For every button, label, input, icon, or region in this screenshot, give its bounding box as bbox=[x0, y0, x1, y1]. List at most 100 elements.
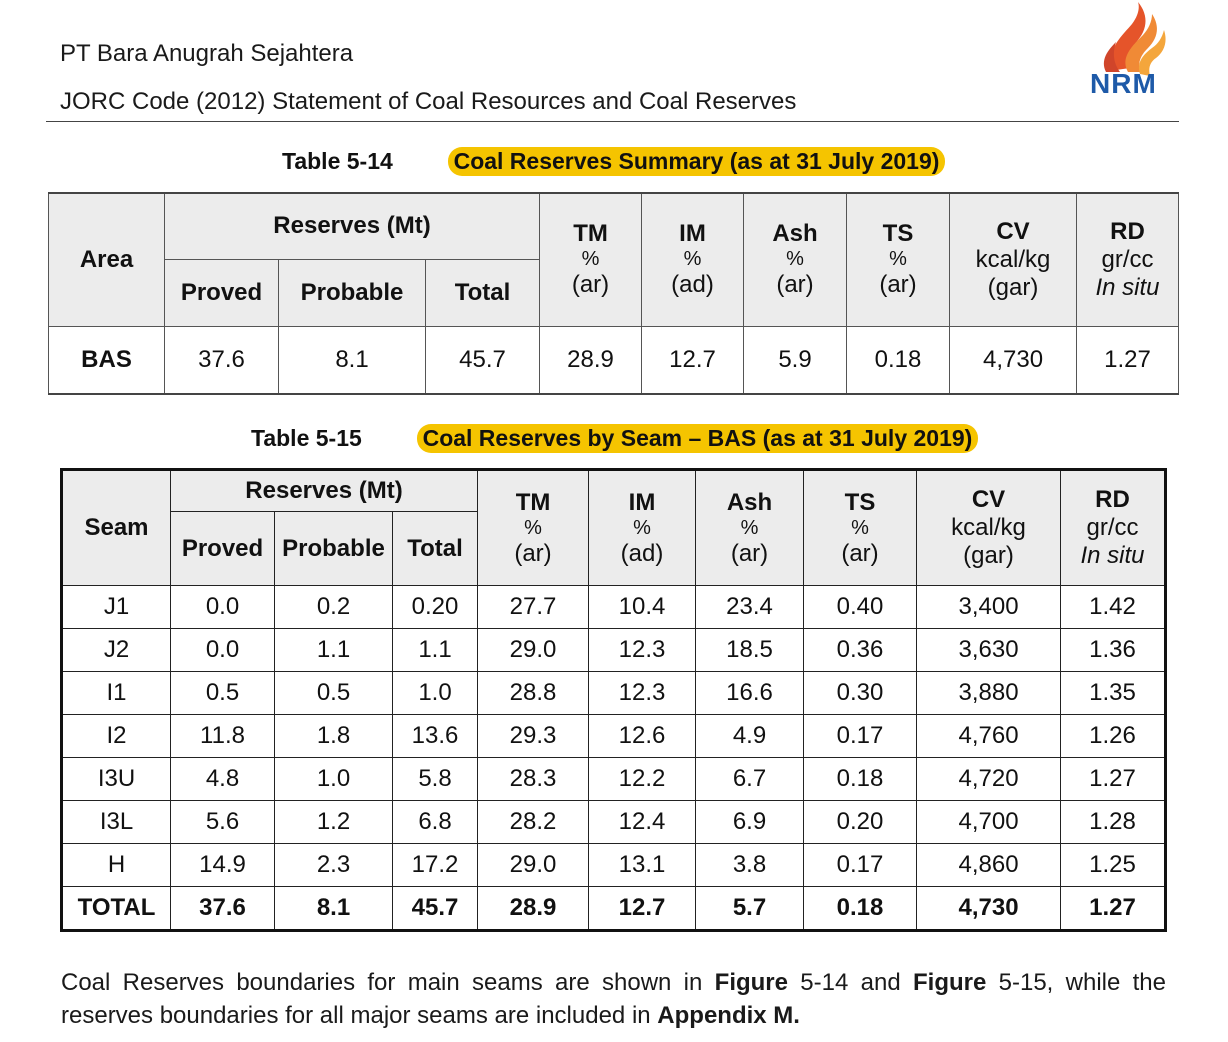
header-ash-label: Ash bbox=[772, 220, 818, 248]
header-area: Area bbox=[48, 192, 165, 327]
cell-tm: 28.9 bbox=[477, 886, 590, 931]
cell-proved: 5.6 bbox=[170, 800, 275, 844]
header-rd-unit: gr/cc bbox=[1086, 514, 1139, 541]
cell-proved: 37.6 bbox=[170, 886, 275, 931]
cell-ts: 0.20 bbox=[803, 800, 918, 844]
cell-total: 0.20 bbox=[391, 585, 479, 629]
cell-probable: 1.8 bbox=[274, 714, 393, 758]
cell-im: 12.3 bbox=[588, 671, 697, 715]
cell-seam: H bbox=[61, 843, 171, 887]
header-reserves: Reserves (Mt) bbox=[164, 192, 541, 260]
figure-ref: Figure bbox=[714, 969, 788, 996]
cell-rd: 1.27 bbox=[1076, 326, 1180, 395]
cell-seam: I3L bbox=[61, 800, 171, 844]
header-cv-basis: (gar) bbox=[963, 542, 1014, 569]
cell-proved: 0.0 bbox=[170, 585, 275, 629]
cell-cv: 3,880 bbox=[916, 671, 1062, 715]
header-reserves: Reserves (Mt) bbox=[169, 469, 479, 512]
header-im-unit: % bbox=[633, 516, 651, 539]
cell-cv: 4,700 bbox=[916, 800, 1062, 844]
header-ash: Ash % (ar) bbox=[743, 192, 848, 327]
header-ash-label: Ash bbox=[726, 488, 773, 516]
document-title: JORC Code (2012) Statement of Coal Resou… bbox=[60, 88, 797, 115]
table-row: I2 11.8 1.8 13.6 29.3 12.6 4.9 0.17 4,76… bbox=[61, 714, 1167, 758]
header-ts-label: TS bbox=[882, 220, 914, 248]
cell-tm: 28.3 bbox=[477, 757, 590, 801]
header-rd: RD gr/cc In situ bbox=[1076, 192, 1180, 327]
cell-im: 12.7 bbox=[588, 886, 697, 931]
cell-cv: 3,630 bbox=[916, 628, 1062, 672]
header-seam: Seam bbox=[61, 469, 171, 586]
header-rd-basis: In situ bbox=[1095, 273, 1160, 301]
para-text: 5-14 and bbox=[788, 969, 913, 996]
cell-ts: 0.18 bbox=[803, 886, 918, 931]
cell-total: 6.8 bbox=[391, 800, 479, 844]
cell-total: 45.7 bbox=[391, 886, 479, 931]
company-name: PT Bara Anugrah Sejahtera bbox=[60, 40, 354, 67]
cell-total: 1.1 bbox=[391, 628, 479, 672]
cell-probable: 1.2 bbox=[274, 800, 393, 844]
cell-probable: 1.0 bbox=[274, 757, 393, 801]
header-ts-basis: (ar) bbox=[841, 539, 879, 567]
cell-im: 10.4 bbox=[588, 585, 697, 629]
cell-seam: J2 bbox=[61, 628, 171, 672]
cell-ts: 0.18 bbox=[803, 757, 918, 801]
table-row: BAS 37.6 8.1 45.7 28.9 12.7 5.9 0.18 4,7… bbox=[48, 326, 1180, 395]
cell-tm: 27.7 bbox=[477, 585, 590, 629]
header-probable: Probable bbox=[278, 259, 426, 327]
cell-proved: 14.9 bbox=[170, 843, 275, 887]
header-probable: Probable bbox=[274, 511, 393, 586]
header-ash-unit: % bbox=[786, 248, 804, 271]
header-ts: TS % (ar) bbox=[846, 192, 951, 327]
cell-tm: 28.8 bbox=[477, 671, 590, 715]
figure-ref: Figure bbox=[912, 969, 987, 996]
cell-probable: 8.1 bbox=[278, 326, 426, 395]
table-row: I1 0.5 0.5 1.0 28.8 12.3 16.6 0.30 3,880… bbox=[61, 671, 1167, 715]
cell-tm: 29.0 bbox=[477, 843, 590, 887]
table2-caption-number: Table 5-15 bbox=[251, 425, 362, 451]
cell-tm: 28.2 bbox=[477, 800, 590, 844]
header-proved: Proved bbox=[170, 511, 275, 586]
cell-probable: 0.2 bbox=[274, 585, 393, 629]
header-cv-unit: kcal/kg bbox=[975, 245, 1051, 273]
header-divider bbox=[46, 121, 1179, 122]
header-ts-basis: (ar) bbox=[879, 271, 917, 299]
cell-rd: 1.36 bbox=[1060, 628, 1167, 672]
header-ts-label: TS bbox=[844, 488, 876, 516]
header-rd: RD gr/cc In situ bbox=[1060, 469, 1167, 586]
cell-ash: 23.4 bbox=[695, 585, 805, 629]
cell-rd: 1.25 bbox=[1060, 843, 1167, 887]
header-cv: CV kcal/kg (gar) bbox=[949, 192, 1078, 327]
cell-ts: 0.40 bbox=[803, 585, 918, 629]
cell-ash: 6.7 bbox=[695, 757, 805, 801]
header-ash-basis: (ar) bbox=[730, 539, 769, 567]
table-row: J2 0.0 1.1 1.1 29.0 12.3 18.5 0.36 3,630… bbox=[61, 628, 1167, 672]
cell-ash: 5.9 bbox=[743, 326, 848, 395]
cell-cv: 4,860 bbox=[916, 843, 1062, 887]
cell-total: 5.8 bbox=[391, 757, 479, 801]
cell-seam: I3U bbox=[61, 757, 171, 801]
cell-im: 12.7 bbox=[641, 326, 745, 395]
para-text: Coal Reserves boundaries for main seams … bbox=[61, 969, 715, 996]
table1-caption: Table 5-14 Coal Reserves Summary (as at … bbox=[282, 147, 946, 176]
cell-im: 12.3 bbox=[588, 628, 697, 672]
cell-seam: I1 bbox=[61, 671, 171, 715]
cell-ash: 16.6 bbox=[695, 671, 805, 715]
reserves-summary-table: Area Reserves (Mt) TM % (ar) IM % (ad) A… bbox=[48, 192, 1180, 395]
header-cv-basis: (gar) bbox=[987, 273, 1039, 301]
table1-caption-number: Table 5-14 bbox=[282, 148, 393, 174]
table-row: I3U 4.8 1.0 5.8 28.3 12.2 6.7 0.18 4,720… bbox=[61, 757, 1167, 801]
header-im-basis: (ad) bbox=[671, 271, 714, 299]
header-ts-unit: % bbox=[889, 248, 907, 271]
cell-tm: 29.3 bbox=[477, 714, 590, 758]
header-total: Total bbox=[391, 511, 479, 586]
cell-ash: 3.8 bbox=[695, 843, 805, 887]
cell-rd: 1.26 bbox=[1060, 714, 1167, 758]
cell-ash: 5.7 bbox=[695, 886, 805, 931]
cell-ts: 0.36 bbox=[803, 628, 918, 672]
cell-proved: 11.8 bbox=[170, 714, 275, 758]
header-proved: Proved bbox=[164, 259, 279, 327]
header-ash: Ash % (ar) bbox=[695, 469, 805, 586]
header-ash-unit: % bbox=[740, 516, 759, 539]
header-tm-unit: % bbox=[524, 516, 542, 539]
